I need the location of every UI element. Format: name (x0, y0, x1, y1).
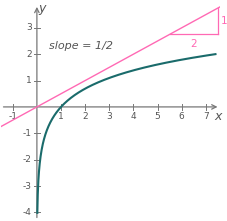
Text: 4: 4 (130, 112, 136, 122)
Text: 1: 1 (26, 76, 32, 85)
Text: 3: 3 (106, 112, 112, 122)
Text: -1: -1 (22, 129, 32, 138)
Text: 3: 3 (26, 23, 32, 32)
Text: y: y (38, 2, 46, 15)
Text: slope = 1/2: slope = 1/2 (49, 41, 112, 51)
Text: 7: 7 (202, 112, 208, 122)
Text: -1: -1 (8, 112, 17, 122)
Text: 5: 5 (154, 112, 160, 122)
Text: -3: -3 (22, 181, 32, 191)
Text: 2: 2 (82, 112, 88, 122)
Text: -4: -4 (23, 208, 32, 217)
Text: 2: 2 (190, 39, 196, 49)
Text: -2: -2 (23, 155, 32, 164)
Text: 2: 2 (26, 50, 32, 59)
Text: 1: 1 (58, 112, 64, 122)
Text: 6: 6 (178, 112, 184, 122)
Text: 1: 1 (220, 16, 226, 26)
Text: x: x (213, 110, 221, 124)
